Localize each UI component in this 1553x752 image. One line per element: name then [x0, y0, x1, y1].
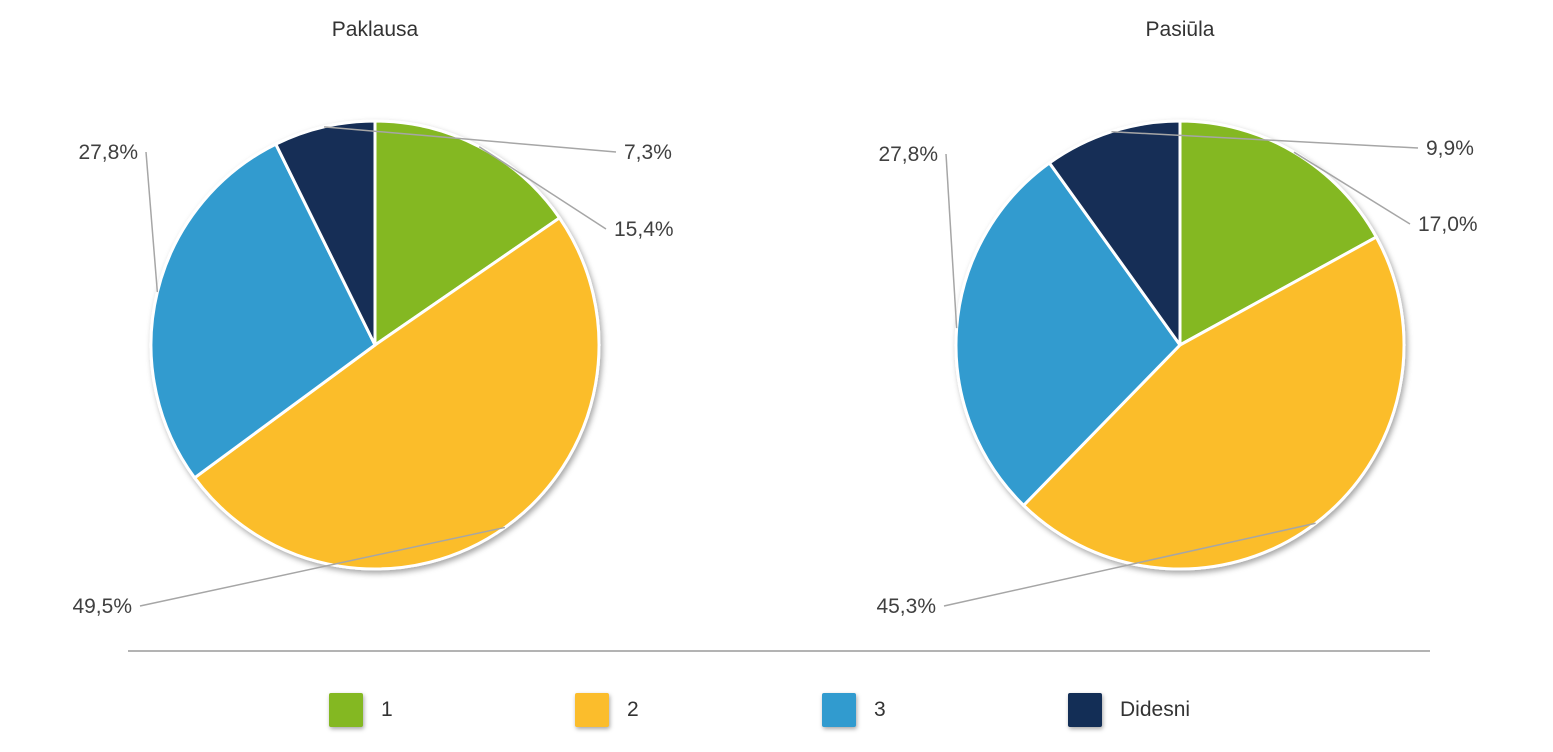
data-label-didesni: 7,3% — [624, 141, 672, 164]
data-label-2: 49,5% — [72, 595, 132, 618]
pie-slices — [149, 119, 601, 571]
pie-slices — [954, 119, 1406, 571]
legend-item-3: 3 — [822, 690, 886, 730]
chart-title: Pasiūla — [1146, 18, 1215, 41]
pie-chart-1: Paklausa 15,4% 49,5% 27,8% 7,3% — [72, 18, 673, 618]
data-label-3: 27,8% — [878, 143, 938, 166]
pie-slice-1 — [373, 119, 561, 347]
legend-swatch-1 — [329, 693, 363, 727]
data-label-1: 17,0% — [1418, 213, 1478, 236]
chart-title: Paklausa — [332, 18, 419, 41]
data-label-3: 27,8% — [78, 141, 138, 164]
legend-label-didesni: Didesni — [1120, 698, 1191, 721]
legend: 1 2 3 Didesni — [0, 690, 1553, 730]
legend-label-1: 1 — [381, 698, 393, 721]
leader-line-3 — [945, 153, 958, 329]
legend-swatch-3 — [822, 693, 856, 727]
legend-label-3: 3 — [874, 698, 886, 721]
leader-line-1 — [1293, 151, 1411, 225]
leader-line-2 — [139, 526, 506, 607]
data-label-didesni: 9,9% — [1426, 137, 1474, 160]
leader-line-didesni — [1111, 130, 1419, 149]
pie-slice-1 — [1178, 119, 1378, 347]
legend-item-didesni: Didesni — [1068, 690, 1190, 730]
leader-line-3 — [145, 151, 159, 293]
leader-line-2 — [943, 522, 1316, 607]
legend-swatch-2 — [575, 693, 609, 727]
leader-line-1 — [478, 146, 607, 230]
leader-line-didesni — [324, 126, 617, 153]
data-label-1: 15,4% — [614, 218, 674, 241]
data-label-2: 45,3% — [876, 595, 936, 618]
legend-label-2: 2 — [627, 698, 639, 721]
pie-chart-2: Pasiūla 17,0% 45,3% 27,8% 9,9% — [876, 18, 1477, 618]
legend-item-2: 2 — [575, 690, 639, 730]
legend-item-1: 1 — [329, 690, 393, 730]
legend-swatch-didesni — [1068, 693, 1102, 727]
